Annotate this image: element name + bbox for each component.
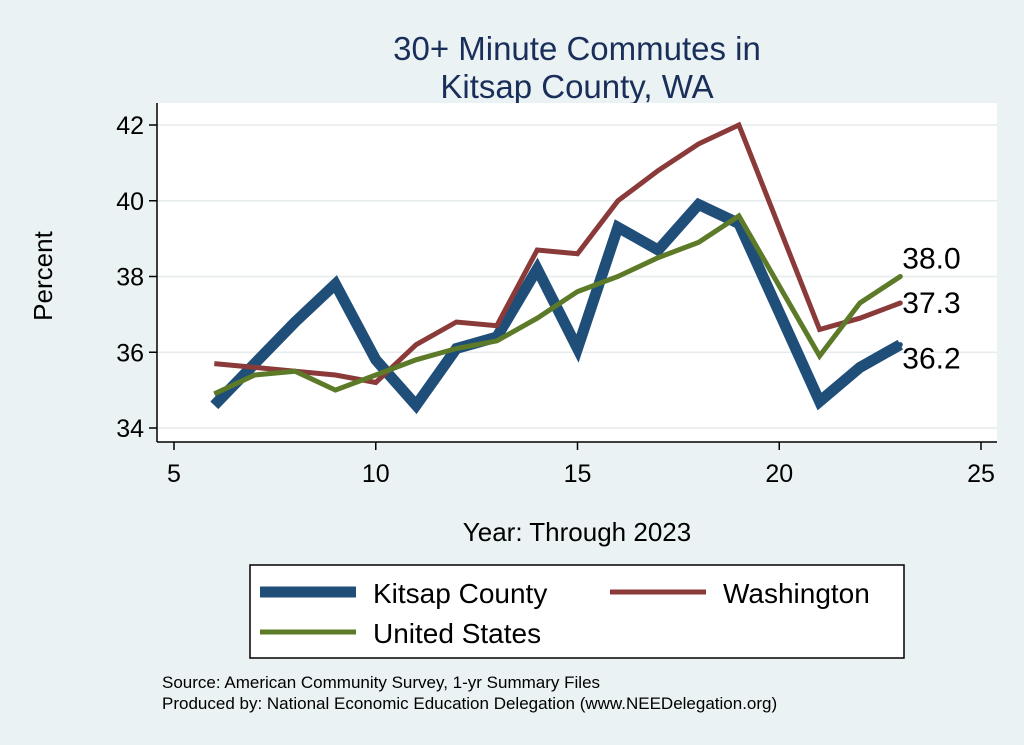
series-lines: [210, 121, 903, 415]
y-tick-label-0: 34: [116, 415, 144, 443]
gridlines: [157, 124, 997, 429]
y-tick-label-3: 40: [116, 188, 144, 216]
y-tick-label-4: 42: [116, 112, 144, 140]
x-tick-label-3: 20: [765, 460, 793, 488]
legend-label-kitsap-county: Kitsap County: [373, 578, 547, 609]
x-axis-label: Year: Through 2023: [463, 517, 691, 547]
end-point-united-states: [897, 274, 903, 279]
series-line-kitsap-county: [210, 197, 903, 415]
x-tick-label-0: 5: [167, 460, 181, 488]
end-point-kitsap-county: [897, 342, 903, 348]
x-tick-label-1: 10: [362, 460, 390, 488]
x-tick-label-2: 15: [564, 460, 592, 488]
legend-box: [249, 564, 905, 659]
legend-label-washington: Washington: [723, 578, 870, 609]
end-label-united-states: 38.0: [902, 243, 960, 276]
end-point-washington: [897, 300, 903, 306]
legend-label-united-states: United States: [373, 618, 541, 649]
chart-title-line-2: Kitsap County, WA: [440, 68, 713, 105]
end-label-washington: 37.3: [902, 287, 960, 320]
series-line-washington: [214, 121, 902, 386]
plot-area: [157, 103, 997, 442]
series-line-united-states: [213, 212, 902, 397]
y-tick-label-1: 36: [116, 339, 144, 367]
source-line-2: Produced by: National Economic Education…: [162, 694, 777, 713]
end-label-kitsap-county: 36.2: [902, 343, 960, 376]
axes: 34 36 38 40 42 5 10 15 20 25: [116, 103, 997, 488]
legend: Kitsap County Washington United States: [249, 564, 905, 659]
y-axis-label: Percent: [28, 230, 58, 320]
source-line-1: Source: American Community Survey, 1-yr …: [162, 673, 600, 692]
y-tick-label-2: 38: [116, 264, 144, 292]
x-tick-label-4: 25: [967, 460, 995, 488]
end-labels: 36.2 37.3 38.0: [897, 243, 961, 376]
chart-title-line-1: 30+ Minute Commutes in: [393, 30, 761, 67]
